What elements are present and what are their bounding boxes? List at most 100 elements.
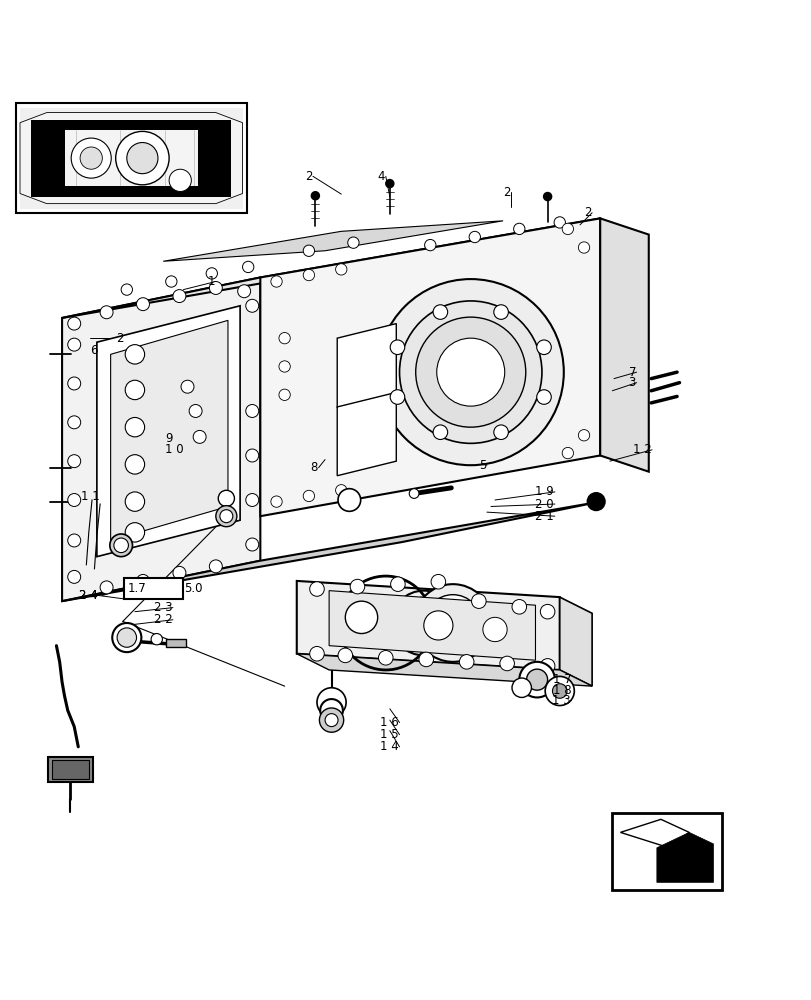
Text: 1 9: 1 9 bbox=[534, 485, 554, 498]
Circle shape bbox=[125, 523, 144, 542]
Polygon shape bbox=[31, 186, 231, 197]
Circle shape bbox=[335, 264, 346, 275]
Circle shape bbox=[246, 405, 259, 417]
Circle shape bbox=[536, 390, 551, 404]
Circle shape bbox=[319, 708, 343, 732]
Circle shape bbox=[209, 560, 222, 573]
Circle shape bbox=[67, 416, 80, 429]
Polygon shape bbox=[110, 320, 228, 540]
Text: 2 4: 2 4 bbox=[79, 589, 97, 602]
Circle shape bbox=[432, 305, 447, 319]
Circle shape bbox=[577, 242, 589, 253]
Circle shape bbox=[423, 611, 453, 640]
Text: 2 4: 2 4 bbox=[79, 589, 97, 602]
Circle shape bbox=[337, 489, 360, 511]
Text: 2 2: 2 2 bbox=[153, 613, 172, 626]
Circle shape bbox=[436, 338, 504, 406]
Circle shape bbox=[350, 579, 364, 594]
Bar bbox=[20, 108, 242, 209]
Circle shape bbox=[125, 492, 144, 511]
Circle shape bbox=[536, 340, 551, 355]
Circle shape bbox=[246, 538, 259, 551]
Circle shape bbox=[114, 538, 128, 553]
Circle shape bbox=[209, 282, 222, 294]
Circle shape bbox=[432, 425, 447, 440]
Polygon shape bbox=[198, 130, 231, 186]
Circle shape bbox=[544, 676, 573, 706]
Text: 1 4: 1 4 bbox=[380, 740, 398, 753]
Polygon shape bbox=[620, 819, 689, 848]
Circle shape bbox=[121, 284, 132, 295]
Bar bbox=[165, 639, 186, 647]
Circle shape bbox=[238, 285, 251, 298]
Circle shape bbox=[271, 276, 282, 287]
Polygon shape bbox=[296, 581, 559, 670]
Polygon shape bbox=[20, 113, 242, 204]
Circle shape bbox=[551, 684, 566, 698]
Circle shape bbox=[216, 506, 237, 527]
Circle shape bbox=[80, 147, 102, 169]
Circle shape bbox=[220, 510, 233, 523]
Circle shape bbox=[125, 380, 144, 400]
Polygon shape bbox=[62, 218, 599, 318]
Circle shape bbox=[136, 298, 149, 311]
Text: 3: 3 bbox=[628, 376, 635, 389]
Bar bbox=[124, 578, 182, 599]
Circle shape bbox=[390, 577, 405, 591]
Circle shape bbox=[519, 662, 554, 697]
Circle shape bbox=[378, 651, 393, 665]
Circle shape bbox=[543, 192, 551, 201]
Circle shape bbox=[303, 490, 314, 502]
Bar bbox=[49, 757, 92, 782]
Text: 5: 5 bbox=[478, 459, 486, 472]
Circle shape bbox=[67, 455, 80, 468]
Circle shape bbox=[67, 317, 80, 330]
Text: 1 1: 1 1 bbox=[80, 490, 99, 503]
Circle shape bbox=[125, 455, 144, 474]
Circle shape bbox=[181, 380, 194, 393]
Circle shape bbox=[67, 338, 80, 351]
Circle shape bbox=[311, 192, 319, 200]
Circle shape bbox=[206, 268, 217, 279]
Circle shape bbox=[279, 332, 290, 344]
Circle shape bbox=[577, 430, 589, 441]
Circle shape bbox=[390, 340, 404, 355]
Circle shape bbox=[424, 595, 481, 651]
Circle shape bbox=[418, 652, 433, 667]
Text: 6: 6 bbox=[90, 344, 98, 357]
Circle shape bbox=[539, 659, 554, 673]
Text: 2: 2 bbox=[583, 206, 590, 219]
Circle shape bbox=[136, 574, 149, 587]
Text: 8: 8 bbox=[310, 461, 317, 474]
Circle shape bbox=[471, 594, 486, 608]
Text: 1.7: 1.7 bbox=[127, 582, 146, 595]
Circle shape bbox=[279, 361, 290, 372]
Circle shape bbox=[483, 617, 507, 642]
Text: 1 5: 1 5 bbox=[380, 728, 398, 741]
Circle shape bbox=[189, 405, 202, 417]
Circle shape bbox=[169, 169, 191, 191]
Polygon shape bbox=[31, 130, 64, 186]
Text: 1 3: 1 3 bbox=[551, 694, 569, 707]
Circle shape bbox=[127, 143, 158, 174]
Polygon shape bbox=[31, 120, 231, 130]
Text: 1 8: 1 8 bbox=[552, 684, 571, 697]
Circle shape bbox=[440, 611, 465, 635]
Circle shape bbox=[117, 628, 136, 647]
Circle shape bbox=[173, 290, 186, 303]
Circle shape bbox=[151, 634, 162, 645]
Circle shape bbox=[246, 449, 259, 462]
Polygon shape bbox=[296, 654, 591, 686]
Text: 2: 2 bbox=[304, 170, 312, 183]
Polygon shape bbox=[62, 277, 260, 601]
Circle shape bbox=[337, 648, 352, 663]
Circle shape bbox=[279, 389, 290, 400]
Circle shape bbox=[218, 490, 234, 506]
Circle shape bbox=[67, 377, 80, 390]
Circle shape bbox=[324, 714, 337, 727]
Circle shape bbox=[377, 279, 563, 465]
Polygon shape bbox=[62, 502, 599, 601]
Circle shape bbox=[553, 217, 564, 228]
Circle shape bbox=[316, 688, 345, 717]
Circle shape bbox=[493, 425, 508, 440]
